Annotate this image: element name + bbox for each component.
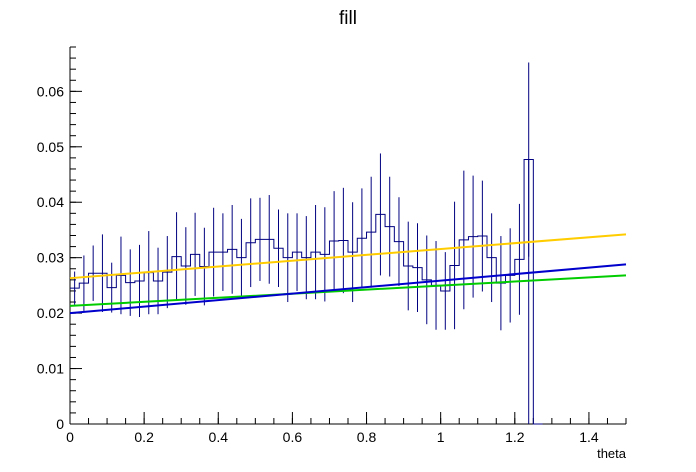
x-tick-label: 0.2 <box>134 429 154 445</box>
y-tick-label: 0.05 <box>37 139 64 155</box>
x-tick-label: 0.8 <box>357 429 377 445</box>
chart-title: fill <box>339 8 357 29</box>
plot-area: 0 0.2 0.4 0.6 0.8 1 1.2 1.4 0 0.01 0.02 0.03 0.04 0.… <box>37 46 627 445</box>
y-tick-label: 0.04 <box>37 194 64 210</box>
y-tick-label: 0.03 <box>37 250 64 266</box>
x-tick-label: 0 <box>66 429 74 445</box>
y-ticks: 0 0.01 0.02 0.03 0.04 0.05 0.06 <box>37 83 82 432</box>
x-axis-label: theta <box>597 446 627 461</box>
fit-line <box>69 233 627 280</box>
x-tick-label: 1.4 <box>579 429 599 445</box>
x-tick-label: 1 <box>437 429 445 445</box>
fit-lines <box>69 233 627 315</box>
y-tick-label: 0.02 <box>37 305 64 321</box>
x-tick-label: 0.6 <box>283 429 303 445</box>
fit-line <box>69 274 627 307</box>
x-tick-label: 0.4 <box>209 429 229 445</box>
y-tick-label: 0.01 <box>37 361 64 377</box>
y-tick-label: 0 <box>56 416 64 432</box>
fit-line <box>69 263 627 315</box>
x-ticks: 0 0.2 0.4 0.6 0.8 1 1.2 1.4 <box>66 412 599 445</box>
x-tick-label: 1.2 <box>505 429 525 445</box>
histogram <box>70 62 543 425</box>
y-tick-label: 0.06 <box>37 83 64 99</box>
histogram-outline <box>70 159 543 425</box>
